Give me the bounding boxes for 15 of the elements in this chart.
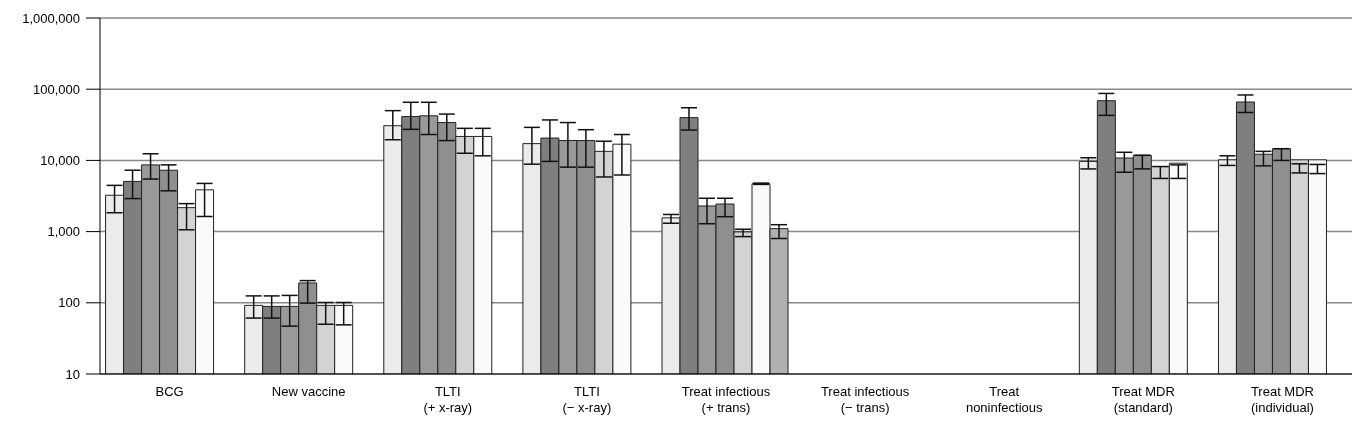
x-tick-label: Treat infectious (+ trans) (681, 384, 771, 415)
y-tick-label: 10,000 (40, 152, 80, 168)
x-tick-label: BCG (155, 384, 184, 400)
x-tick-label: TLTI (+ x-ray) (423, 384, 473, 415)
y-tick-label: 100 (58, 295, 80, 311)
x-tick-label: Treat noninfectious (965, 384, 1044, 415)
x-tick-label: Treat infectious (− trans) (820, 384, 910, 415)
x-tick-label: TLTI (− x-ray) (562, 384, 612, 415)
x-tick-label: Treat MDR (standard) (1111, 384, 1175, 415)
x-tick-label: New vaccine (271, 384, 346, 400)
y-tick-label: 10 (65, 366, 80, 382)
y-tick-label: 1,000 (47, 224, 80, 240)
y-tick-label: 1,000,000 (22, 10, 80, 26)
x-tick-label: Treat MDR (individual) (1250, 384, 1314, 415)
y-tick-label: 100,000 (33, 81, 80, 97)
